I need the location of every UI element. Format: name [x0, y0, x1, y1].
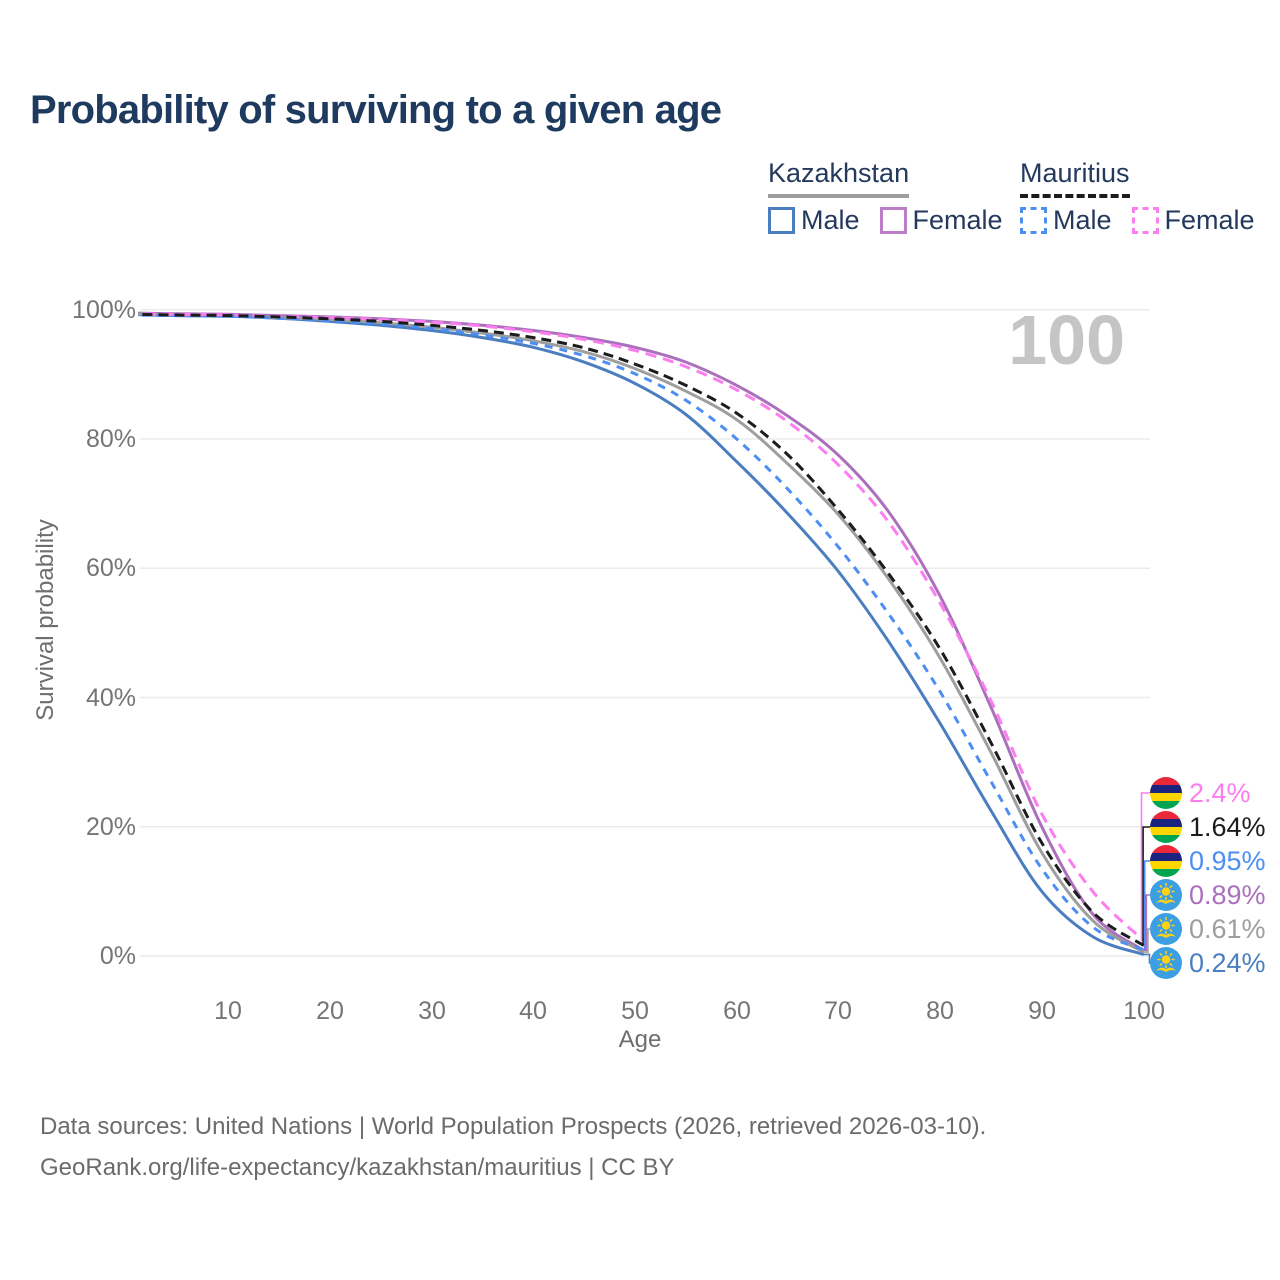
legend-item-label: Female: [1164, 205, 1255, 235]
series-line-kazakhstan-male: [138, 313, 1144, 956]
x-tick-label: 30: [418, 997, 446, 1025]
legend-item-kazakhstan-female: Female: [879, 205, 1003, 236]
kazakhstan-flag-icon: [1150, 913, 1182, 945]
x-tick-label: 80: [926, 997, 954, 1025]
y-tick-label: 20%: [85, 813, 136, 841]
y-tick-label: 80%: [85, 425, 136, 453]
mauritius-female-swatch-icon: [1131, 207, 1159, 234]
end-label-value: 1.64%: [1189, 812, 1266, 842]
legend-item-label: Male: [801, 205, 860, 235]
mauritius-flag-icon: [1150, 811, 1182, 843]
legend-items-mauritius: Male Female: [1020, 205, 1255, 236]
chart-title: Probability of surviving to a given age: [30, 88, 722, 132]
legend-kazakhstan-label: Kazakhstan: [768, 158, 910, 198]
gridlines-layer: [140, 309, 1150, 957]
kazakhstan-flag-icon: [1150, 879, 1182, 911]
end-label-value: 0.61%: [1189, 914, 1266, 944]
footer: Data sources: United Nations | World Pop…: [40, 1106, 986, 1188]
end-label-kazakhstan-female: 0.89%: [1150, 878, 1266, 912]
mauritius-flag-icon: [1150, 777, 1182, 809]
mauritius-male-swatch-icon: [1020, 207, 1047, 234]
end-label-mauritius-male: 0.95%: [1150, 844, 1266, 878]
x-tick-label: 20: [316, 997, 344, 1025]
y-tick-label: 0%: [99, 942, 136, 970]
end-label-value: 0.95%: [1189, 846, 1266, 876]
footer-attribution: GeoRank.org/life-expectancy/kazakhstan/m…: [40, 1154, 675, 1181]
end-label-kazakhstan-male: 0.24%: [1150, 946, 1266, 980]
x-axis-title: Age: [618, 1026, 662, 1053]
footer-data-sources: Data sources: United Nations | World Pop…: [40, 1113, 987, 1140]
kazakhstan-flag-icon: [1150, 947, 1182, 979]
kazakhstan-female-swatch-icon: [879, 207, 907, 234]
end-label-mauritius-female: 2.4%: [1150, 776, 1251, 810]
x-tick-label: 10: [214, 997, 242, 1025]
end-label-connector: [1143, 894, 1150, 951]
x-tick-label: 50: [621, 997, 649, 1025]
x-tick-label: 60: [723, 997, 751, 1025]
end-label-connector: [1143, 928, 1150, 953]
y-tick-label: 100%: [72, 296, 136, 324]
legend-mauritius-label: Mauritius: [1020, 158, 1130, 198]
series-line-mauritius-total: [138, 312, 1145, 947]
legend-item-label: Male: [1053, 205, 1112, 235]
series-line-mauritius-female: [138, 312, 1145, 942]
x-tick-label: 40: [519, 997, 547, 1025]
y-axis-title: Survival probability: [32, 519, 59, 721]
legend-group-mauritius: Mauritius Male Female: [1020, 158, 1255, 236]
legend-item-kazakhstan-male: Male: [768, 205, 860, 236]
end-label-value: 2.4%: [1189, 778, 1251, 808]
series-line-mauritius-male: [138, 313, 1145, 952]
legend-items-kazakhstan: Male Female: [768, 205, 1003, 236]
legend-item-mauritius-male: Male: [1020, 205, 1112, 236]
legend-item-mauritius-female: Female: [1131, 205, 1255, 236]
y-tick-label: 60%: [85, 554, 136, 582]
series-line-kazakhstan-total: [138, 312, 1145, 954]
end-label-connector: [1143, 953, 1151, 964]
x-tick-label: 100: [1123, 997, 1165, 1025]
legend-item-label: Female: [912, 205, 1003, 235]
end-label-value: 0.24%: [1189, 948, 1266, 978]
series-layer: [138, 311, 1145, 956]
kazakhstan-male-swatch-icon: [768, 207, 795, 234]
end-label-value: 0.89%: [1189, 880, 1266, 910]
series-line-kazakhstan-female: [138, 311, 1145, 952]
label-connectors-layer: [1140, 792, 1151, 964]
end-label-connector: [1140, 792, 1150, 942]
x-tick-label: 90: [1028, 997, 1056, 1025]
legend-group-kazakhstan: Kazakhstan Male Female: [768, 158, 1003, 236]
end-label-kazakhstan-total: 0.61%: [1150, 912, 1266, 946]
age-watermark: 100: [1008, 301, 1125, 379]
mauritius-flag-icon: [1150, 845, 1182, 877]
end-label-mauritius-total: 1.64%: [1150, 810, 1266, 844]
end-label-connector: [1142, 826, 1150, 947]
y-tick-label: 40%: [85, 684, 136, 712]
x-tick-label: 70: [824, 997, 852, 1025]
